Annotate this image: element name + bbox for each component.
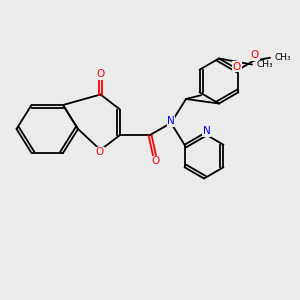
Text: CH₃: CH₃ xyxy=(256,60,273,69)
Text: O: O xyxy=(151,156,159,167)
Text: O: O xyxy=(96,147,104,158)
Text: N: N xyxy=(202,126,210,136)
Text: CH₃: CH₃ xyxy=(274,53,291,62)
Text: O: O xyxy=(251,50,259,60)
Text: N: N xyxy=(167,116,175,127)
Text: O: O xyxy=(96,69,105,80)
Text: O: O xyxy=(233,62,241,72)
